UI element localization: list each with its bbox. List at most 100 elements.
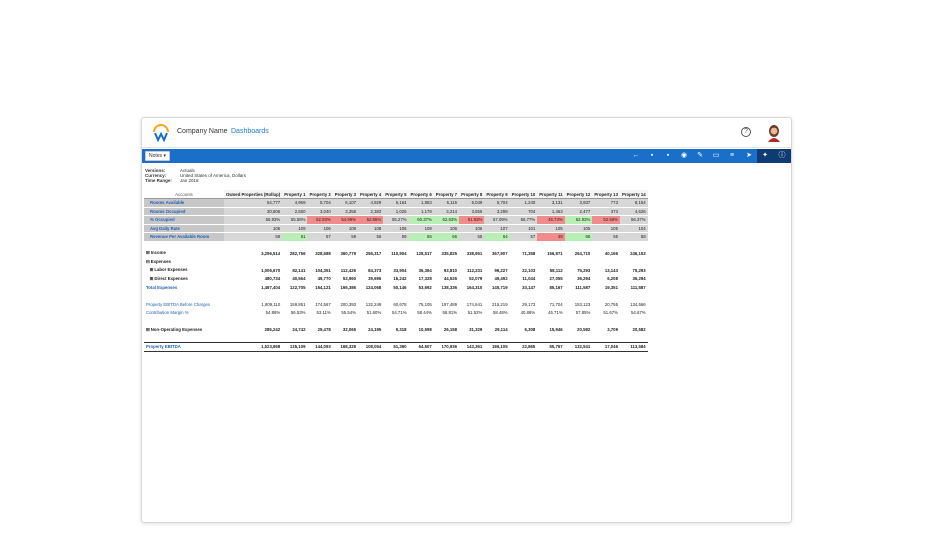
grid-cell[interactable]: 33,147: [522, 284, 536, 290]
grid-cell[interactable]: 45.71%: [548, 310, 563, 316]
grid-cell[interactable]: 57.85%: [575, 310, 591, 316]
grid-cell[interactable]: [434, 258, 459, 267]
grid-cell[interactable]: 1,026: [383, 207, 409, 216]
grid-cell[interactable]: 31,329: [469, 327, 483, 333]
grid-cell[interactable]: 1,006,670: [261, 267, 281, 273]
grid-cell[interactable]: 5,115: [433, 198, 460, 208]
grid-cell[interactable]: 108,054: [358, 342, 384, 352]
row-label[interactable]: Rooms Available: [144, 198, 224, 208]
grid-cell[interactable]: [307, 334, 332, 343]
grid-cell[interactable]: 26,158: [443, 327, 458, 333]
grid-cell[interactable]: 106: [433, 224, 460, 233]
grid-cell[interactable]: [307, 292, 332, 301]
grid-cell[interactable]: 135,109: [282, 342, 308, 352]
grid-cell[interactable]: 360,779: [340, 250, 356, 256]
grid-cell[interactable]: 24,195: [368, 327, 382, 333]
grid-cell[interactable]: 197,489: [441, 301, 458, 307]
row-label[interactable]: % Occupied: [144, 215, 224, 225]
grid-cell[interactable]: 54.71%: [391, 310, 407, 316]
grid-cell[interactable]: [333, 292, 358, 301]
column-header[interactable]: Property 5: [383, 190, 409, 199]
grid-cell[interactable]: 60.37%: [408, 215, 434, 225]
grid-cell[interactable]: 256,317: [365, 250, 382, 256]
grid-cell[interactable]: 40,166: [604, 250, 618, 256]
grid-cell[interactable]: 66: [433, 232, 460, 242]
grid-cell[interactable]: 49,770: [317, 276, 331, 282]
grid-cell[interactable]: 246,153: [630, 250, 646, 256]
grid-cell[interactable]: 64,507: [408, 342, 434, 352]
grid-cell[interactable]: [537, 334, 564, 343]
grid-cell[interactable]: [592, 317, 620, 326]
row-label[interactable]: Revenue Per Available Room: [144, 232, 224, 242]
grid-cell[interactable]: 6,308: [524, 327, 536, 333]
edit-icon[interactable]: ✎: [697, 152, 703, 159]
save-as-icon[interactable]: ▪: [666, 152, 670, 159]
row-label[interactable]: Property EBITDA Before Charges: [146, 301, 211, 307]
grid-cell[interactable]: 58: [619, 232, 648, 242]
workday-logo-icon[interactable]: [151, 123, 171, 143]
grid-cell[interactable]: 29,173: [522, 301, 536, 307]
grid-cell[interactable]: 60,678: [393, 301, 407, 307]
grid-cell[interactable]: [383, 334, 408, 343]
grid-cell[interactable]: 56.37%: [619, 215, 648, 225]
grid-cell[interactable]: 8,154: [619, 198, 648, 208]
grid-cell[interactable]: 39,695: [368, 276, 382, 282]
grid-cell[interactable]: 144,093: [307, 342, 333, 352]
grid-cell[interactable]: 109: [408, 224, 434, 233]
grid-cell[interactable]: 51.93%: [459, 215, 485, 225]
grid-cell[interactable]: 1,240: [509, 198, 538, 208]
grid-cell[interactable]: 22,103: [522, 267, 536, 273]
column-header[interactable]: Property 2: [307, 190, 333, 199]
grid-cell[interactable]: [592, 258, 620, 267]
grid-cell[interactable]: [620, 258, 648, 267]
grid-cell[interactable]: 112,426: [340, 267, 356, 273]
grid-cell[interactable]: 10,598: [418, 327, 432, 333]
grid-cell[interactable]: 75,293: [632, 267, 646, 273]
column-header[interactable]: Property 12: [564, 190, 593, 199]
grid-cell[interactable]: 52,079: [469, 276, 483, 282]
grid-cell[interactable]: 62.92%: [564, 215, 593, 225]
grid-cell[interactable]: 85,167: [549, 284, 563, 290]
grid-cell[interactable]: 3,040: [307, 207, 333, 216]
grid-cell[interactable]: [510, 334, 538, 343]
grid-cell[interactable]: 59: [224, 232, 283, 242]
grid-cell[interactable]: 773: [592, 198, 620, 208]
grid-cell[interactable]: 54.99%: [332, 215, 358, 225]
grid-cell[interactable]: [459, 292, 484, 301]
column-header[interactable]: Property 1: [282, 190, 308, 199]
grid-cell[interactable]: [565, 292, 593, 301]
grid-cell[interactable]: 30,606: [224, 207, 283, 216]
column-header[interactable]: Property 8: [459, 190, 485, 199]
grid-cell[interactable]: [307, 317, 332, 326]
grid-cell[interactable]: [282, 334, 307, 343]
grid-cell[interactable]: [383, 292, 408, 301]
column-header[interactable]: Property 9: [484, 190, 510, 199]
grid-cell[interactable]: 61: [282, 232, 308, 242]
grid-cell[interactable]: 40.88%: [520, 310, 536, 316]
grid-cell[interactable]: 101: [509, 224, 538, 233]
grid-cell[interactable]: 1,809,110: [261, 301, 281, 307]
grid-cell[interactable]: [333, 258, 358, 267]
grid-cell[interactable]: 105: [564, 224, 593, 233]
row-label[interactable]: Contribution Margin %: [146, 310, 189, 316]
grid-cell[interactable]: [484, 292, 509, 301]
grid-cell[interactable]: 53,960: [342, 276, 356, 282]
grid-cell[interactable]: 17,046: [592, 342, 620, 352]
grid-cell[interactable]: 93,810: [443, 267, 458, 273]
grid-cell[interactable]: 29,478: [317, 327, 331, 333]
grid-cell[interactable]: 55,767: [537, 342, 565, 352]
grid-cell[interactable]: 106: [307, 224, 333, 233]
grid-cell[interactable]: 54.88%: [265, 310, 281, 316]
grid-cell[interactable]: 104: [619, 224, 648, 233]
grid-cell[interactable]: [565, 334, 593, 343]
grid-cell[interactable]: 3,937: [564, 198, 593, 208]
grid-cell[interactable]: 111,587: [575, 284, 591, 290]
grid-cell[interactable]: 704: [509, 207, 538, 216]
grid-cell[interactable]: [333, 334, 358, 343]
grid-cell[interactable]: 36,364: [418, 267, 432, 273]
grid-cell[interactable]: 16,242: [393, 276, 407, 282]
report-icon[interactable]: ≡: [729, 152, 735, 159]
grid-cell[interactable]: 105: [537, 224, 565, 233]
grid-cell[interactable]: 1,179: [408, 207, 434, 216]
grid-cell[interactable]: 46.73%: [537, 215, 565, 225]
